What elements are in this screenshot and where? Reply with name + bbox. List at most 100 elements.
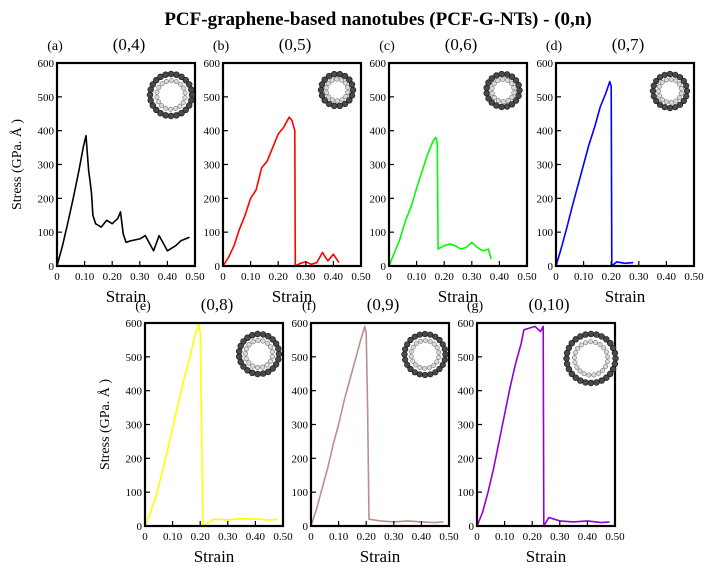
y-tick-label: 600 — [458, 318, 475, 330]
x-tick-label: 0 — [386, 271, 392, 283]
plot-frame — [309, 321, 451, 528]
y-tick-label: 200 — [370, 193, 387, 205]
panel-letter: (a) — [47, 39, 63, 54]
y-tick-label: 100 — [537, 227, 554, 239]
y-tick-label: 500 — [458, 352, 475, 364]
y-tick-label: 100 — [370, 227, 387, 239]
y-tick-label: 0 — [303, 521, 309, 533]
x-tick-label: 0.40 — [324, 271, 344, 283]
series-line — [222, 116, 340, 267]
y-tick-label: 100 — [126, 487, 143, 499]
y-tick-label: 300 — [370, 160, 387, 172]
y-tick-label: 200 — [458, 453, 475, 465]
y-tick-label: 200 — [537, 193, 554, 205]
nanotube-cross-section-icon — [401, 330, 449, 379]
figure-title: PCF-graphene-based nanotubes (PCF-G-NTs)… — [164, 9, 591, 30]
nanotube-cross-section-icon — [649, 70, 691, 112]
x-tick-label: 0.40 — [490, 271, 510, 283]
x-axis-label: Strain — [438, 287, 479, 306]
y-axis-label: Stress (GPa. Å ) — [9, 119, 25, 210]
x-tick-label: 0.20 — [602, 271, 622, 283]
x-tick-label: 0.20 — [357, 531, 377, 543]
y-tick-label: 200 — [292, 453, 309, 465]
series-line — [476, 325, 610, 527]
x-tick-label: 0.50 — [517, 271, 537, 283]
nanotube-cross-section-icon — [563, 330, 619, 387]
x-tick-label: 0.30 — [550, 531, 570, 543]
plot-panel: 0 100 200 300 400 500 600 0 0.10 0.20 0.30 0.40 0.50… — [370, 35, 538, 306]
plot-frame — [475, 321, 617, 528]
x-tick-label: 0.40 — [246, 531, 266, 543]
x-tick-label: 0.10 — [75, 271, 95, 283]
y-tick-label: 600 — [126, 318, 143, 330]
plot-panel: 0 100 200 300 400 500 600 0 0.10 0.20 0.30 0.40 0.50… — [537, 35, 705, 306]
y-tick-label: 300 — [126, 420, 143, 432]
x-tick-label: 0.10 — [574, 271, 594, 283]
x-tick-label: 0.20 — [269, 271, 289, 283]
x-tick-label: 0.50 — [439, 531, 459, 543]
panel-letter: (c) — [379, 39, 395, 54]
y-tick-label: 0 — [381, 261, 387, 273]
plot-panel: 0 100 200 300 400 500 600 0 0.10 0.20 0.30 0.40 0.50… — [458, 295, 626, 566]
y-tick-label: 0 — [215, 261, 221, 273]
y-tick-label: 500 — [204, 92, 221, 104]
x-tick-label: 0 — [553, 271, 559, 283]
x-tick-label: 0.50 — [273, 531, 293, 543]
nanotube-cross-section-icon — [483, 70, 523, 111]
x-tick-label: 0.30 — [130, 271, 150, 283]
x-tick-label: 0.40 — [578, 531, 598, 543]
panel-letter: (g) — [467, 299, 484, 314]
y-tick-label: 500 — [292, 352, 309, 364]
x-tick-label: 0.20 — [523, 531, 543, 543]
x-tick-label: 0 — [54, 271, 60, 283]
x-axis-label: Strain — [526, 547, 567, 566]
x-tick-label: 0.50 — [684, 271, 704, 283]
y-tick-label: 0 — [49, 261, 55, 273]
y-tick-label: 600 — [537, 58, 554, 70]
panels-group: 0 100 200 300 400 500 600 0 0.10 0.20 0.30 0.40 0.50… — [9, 35, 704, 566]
x-tick-label: 0 — [220, 271, 226, 283]
x-axis-label: Strain — [106, 287, 147, 306]
x-tick-label: 0.30 — [296, 271, 316, 283]
panel-letter: (d) — [546, 39, 563, 54]
nanotube-cross-section-icon — [146, 70, 196, 120]
chirality-label: (0,6) — [445, 35, 478, 54]
series-line — [388, 136, 492, 267]
y-tick-label: 0 — [469, 521, 475, 533]
plot-frame — [143, 321, 285, 528]
plot-panel: 0 100 200 300 400 500 600 0 0.10 0.20 0.30 0.40 0.50… — [204, 35, 372, 306]
panel-letter: (f) — [302, 299, 316, 314]
y-tick-label: 300 — [458, 420, 475, 432]
y-tick-label: 600 — [292, 318, 309, 330]
panel-letter: (e) — [135, 299, 151, 314]
series-line — [144, 322, 278, 527]
x-tick-label: 0.10 — [495, 531, 515, 543]
nanotube-cross-section-icon — [317, 70, 357, 110]
plot-frame — [221, 61, 363, 268]
plot-panel: 0 100 200 300 400 500 600 0 0.10 0.20 0.30 0.40 0.50… — [97, 295, 293, 566]
y-tick-label: 400 — [292, 386, 309, 398]
chirality-label: (0,9) — [367, 295, 400, 314]
x-tick-label: 0.30 — [384, 531, 404, 543]
x-axis-label: Strain — [272, 287, 313, 306]
y-tick-label: 300 — [38, 160, 55, 172]
y-tick-label: 400 — [38, 126, 55, 138]
y-tick-label: 100 — [38, 227, 55, 239]
y-tick-label: 300 — [204, 160, 221, 172]
nanotube-cross-section-icon — [236, 330, 283, 378]
y-tick-label: 600 — [38, 58, 55, 70]
x-axis-label: Strain — [194, 547, 235, 566]
x-tick-label: 0.40 — [412, 531, 432, 543]
x-tick-label: 0.50 — [185, 271, 205, 283]
y-tick-label: 500 — [537, 92, 554, 104]
y-tick-label: 400 — [204, 126, 221, 138]
x-tick-label: 0.10 — [241, 271, 261, 283]
y-tick-label: 100 — [204, 227, 221, 239]
y-tick-label: 600 — [204, 58, 221, 70]
plot-frame — [55, 61, 197, 268]
series-line — [56, 134, 190, 267]
x-tick-label: 0 — [308, 531, 314, 543]
x-tick-label: 0.40 — [158, 271, 178, 283]
x-tick-label: 0.40 — [657, 271, 677, 283]
